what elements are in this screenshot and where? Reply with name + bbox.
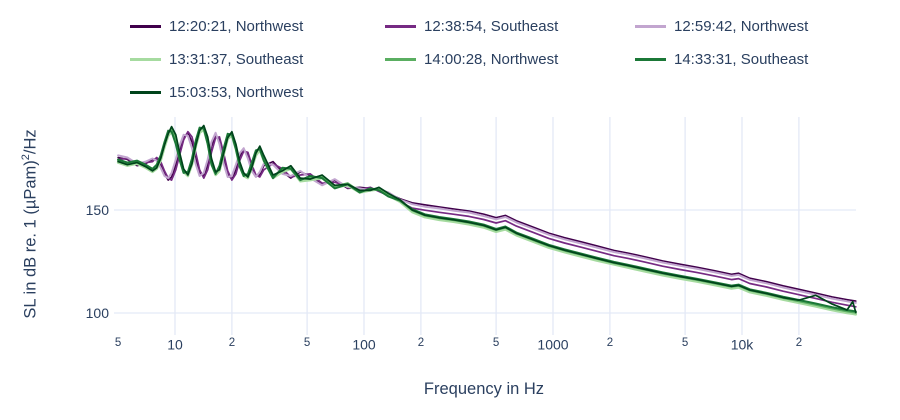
legend-item[interactable]: 12:38:54, Southeast <box>385 16 635 36</box>
x-tick-label: 10k <box>731 336 755 352</box>
x-tick-label: 5 <box>115 337 121 349</box>
legend: 12:20:21, Northwest 12:38:54, Southeast … <box>130 16 808 102</box>
x-tick-label: 2 <box>418 337 424 349</box>
x-tick-label: 100 <box>352 336 376 352</box>
legend-item-label: 14:00:28, Northwest <box>424 50 559 68</box>
legend-item-label: 14:33:31, Southeast <box>674 50 809 68</box>
x-tick-label: 1000 <box>537 336 568 352</box>
x-tick-label: 5 <box>682 337 688 349</box>
legend-item[interactable]: 14:00:28, Northwest <box>385 49 635 69</box>
x-tick-label: 5 <box>304 337 310 349</box>
legend-item-label: 13:31:37, Southeast <box>169 50 304 68</box>
legend-item[interactable]: 13:31:37, Southeast <box>130 49 385 69</box>
legend-line-swatch <box>385 24 416 28</box>
legend-item[interactable]: 12:20:21, Northwest <box>130 16 385 36</box>
legend-item-label: 12:20:21, Northwest <box>169 17 304 35</box>
series-line-2[interactable] <box>117 131 857 304</box>
legend-line-swatch <box>130 24 161 28</box>
legend-item-label: 15:03:53, Northwest <box>169 83 304 101</box>
x-tick-label: 2 <box>796 337 802 349</box>
x-tick-label: 10 <box>167 336 183 352</box>
x-tick-label: 2 <box>607 337 613 349</box>
x-tick-label: 5 <box>493 337 499 349</box>
series-line-1[interactable] <box>117 130 857 308</box>
legend-line-swatch <box>635 24 666 28</box>
x-tick-label: 2 <box>229 337 235 349</box>
y-tick-label: 100 <box>86 305 110 321</box>
legend-line-swatch <box>385 57 416 61</box>
legend-line-swatch <box>130 90 161 94</box>
legend-line-swatch <box>635 57 666 61</box>
legend-item[interactable]: 14:33:31, Southeast <box>635 49 808 69</box>
y-tick-label: 150 <box>86 202 110 218</box>
legend-item-label: 12:59:42, Northwest <box>674 17 809 35</box>
legend-item[interactable]: 15:03:53, Northwest <box>130 82 385 102</box>
legend-item[interactable]: 12:59:42, Northwest <box>635 16 808 36</box>
legend-line-swatch <box>130 57 161 61</box>
legend-item-label: 12:38:54, Southeast <box>424 17 559 35</box>
x-axis-title: Frequency in Hz <box>423 380 545 398</box>
series-line-6[interactable] <box>117 124 857 314</box>
y-axis-title: SL in dB re. 1 (µPam)2/Hz <box>19 129 40 319</box>
